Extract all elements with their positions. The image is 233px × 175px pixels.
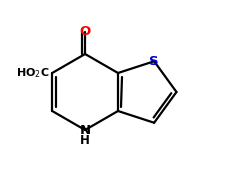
Text: HO$_2$C: HO$_2$C [16, 66, 49, 80]
Text: N: N [79, 124, 91, 136]
Text: H: H [80, 134, 90, 146]
Text: S: S [149, 55, 159, 68]
Text: O: O [79, 25, 91, 38]
